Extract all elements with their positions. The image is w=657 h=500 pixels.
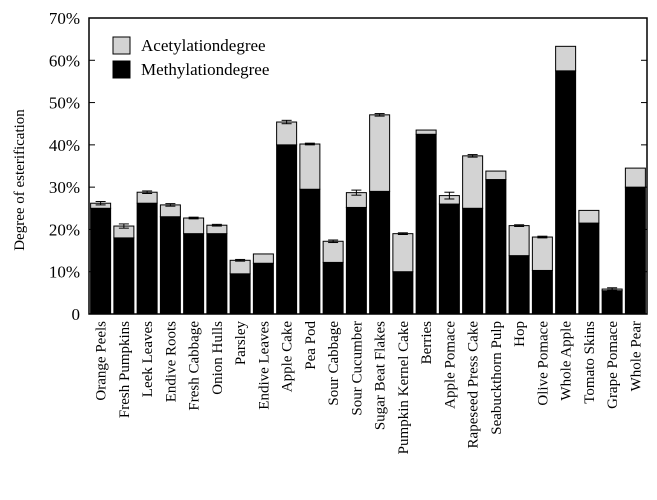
bar-acetylation [392, 233, 414, 273]
y-tick-label: 20% [49, 220, 80, 239]
bar-methylation [90, 207, 112, 315]
bar-methylation [299, 188, 321, 315]
bar-methylation [345, 206, 367, 315]
x-category-label: Tomato Skins [582, 321, 598, 404]
x-category-label: Whole Apple [559, 321, 575, 401]
bar-acetylation [462, 155, 484, 209]
x-category-label: Sour Cabbage [326, 321, 342, 406]
y-axis-title: Degree of esterification [12, 109, 28, 251]
bar-methylation [322, 261, 344, 315]
x-category-label: Onion Hulls [210, 321, 226, 395]
x-category-label: Orange Peels [94, 321, 110, 401]
y-tick-label: 0 [72, 305, 81, 324]
bar-acetylation [415, 129, 437, 135]
bar-acetylation [252, 253, 274, 264]
bar-methylation [462, 207, 484, 315]
bar-methylation [276, 144, 298, 315]
bar-acetylation [369, 114, 391, 192]
legend-label-acetylation: Acetylationdegree [141, 36, 266, 55]
bar-methylation [229, 273, 251, 315]
x-category-label: Pumpkin Kernel Cake [396, 321, 412, 455]
x-category-label: Endive Roots [163, 321, 179, 402]
bar-acetylation [555, 45, 577, 72]
bar-acetylation [159, 204, 181, 218]
x-category-label: Fresh Pumpkins [117, 321, 133, 418]
x-axis: Orange Peels Fresh Pumpkins Leek Leaves End… [94, 321, 645, 455]
x-category-label: Seabuckthorn Pulp [489, 321, 505, 435]
legend-swatch-acetylation [112, 36, 131, 55]
x-category-label: Apple Cake [280, 321, 296, 393]
x-category-label: Apple Pomace [442, 321, 458, 409]
bar-acetylation [624, 167, 646, 188]
bar-methylation [531, 269, 553, 315]
bar-methylation [113, 237, 135, 315]
y-tick-label: 60% [49, 51, 80, 70]
legend: Acetylationdegree Methylationdegree [112, 36, 269, 79]
x-category-label: Sour Cucumber [349, 321, 365, 416]
bar-methylation [369, 190, 391, 315]
bar-acetylation [485, 170, 507, 181]
bars [90, 45, 646, 315]
x-category-label: Rapeseed Press Cake [466, 321, 482, 449]
bar-acetylation [578, 209, 600, 224]
legend-swatch-methylation [112, 60, 131, 79]
bar-methylation [578, 222, 600, 315]
x-category-label: Leek Leaves [140, 321, 156, 397]
y-axis: 0 10% 20% 30% 40% 50% 60% 70% [49, 9, 647, 324]
x-category-label: Olive Pomace [535, 321, 551, 406]
x-category-label: Endive Leaves [256, 321, 272, 410]
bar-acetylation [531, 236, 553, 271]
bar-methylation [159, 216, 181, 315]
plot-frame [88, 17, 648, 315]
y-tick-label: 40% [49, 136, 80, 155]
x-category-label: Sugar Beat Flakes [373, 321, 389, 430]
x-category-label: Hop [512, 321, 528, 347]
bar-methylation [252, 262, 274, 315]
bar-acetylation [183, 217, 205, 235]
bar-acetylation [508, 225, 530, 257]
bar-methylation [438, 203, 460, 315]
bar-acetylation [229, 259, 251, 275]
y-tick-label: 70% [49, 9, 80, 28]
legend-label-methylation: Methylationdegree [141, 60, 269, 79]
x-category-label: Berries [419, 321, 435, 364]
y-tick-label: 50% [49, 94, 80, 113]
bar-methylation [485, 179, 507, 315]
y-tick-label: 10% [49, 263, 80, 282]
bar-methylation [183, 233, 205, 315]
x-category-label: Grape Pomace [605, 321, 621, 409]
bar-methylation [555, 70, 577, 315]
x-category-label: Whole Pear [628, 321, 644, 391]
bar-methylation [415, 133, 437, 315]
bar-acetylation [299, 143, 321, 190]
y-tick-label: 30% [49, 178, 80, 197]
bar-methylation [392, 271, 414, 315]
bar-acetylation [322, 240, 344, 263]
x-category-label: Pea Pod [303, 321, 319, 370]
bar-acetylation [276, 121, 298, 146]
bar-methylation [136, 202, 158, 315]
x-category-label: Parsley [233, 321, 249, 366]
x-category-label: Fresh Cabbage [187, 321, 203, 411]
bar-methylation [206, 233, 228, 315]
bar-methylation [508, 255, 530, 315]
bar-methylation [624, 186, 646, 315]
